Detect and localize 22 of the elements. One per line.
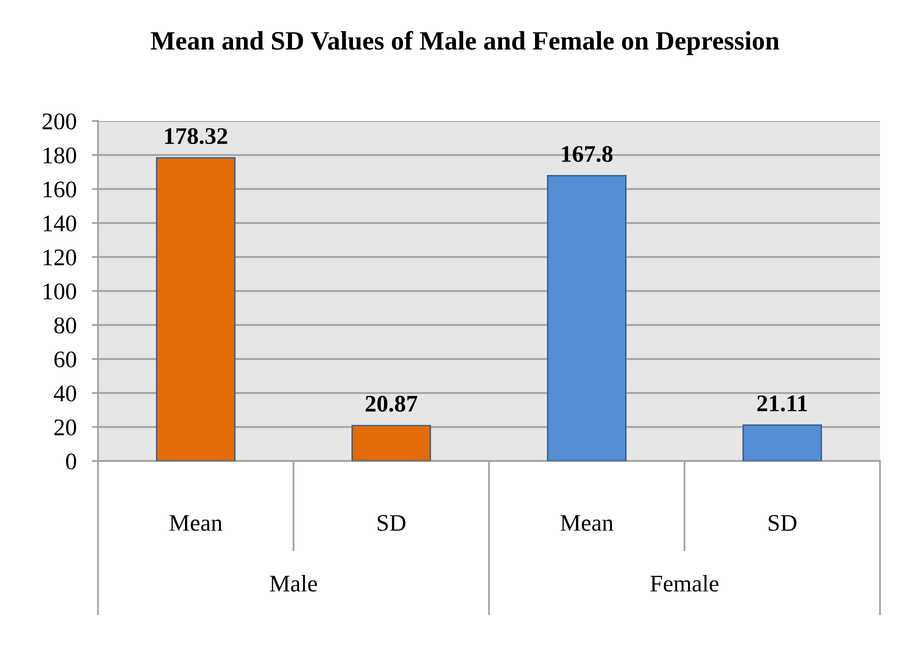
data-label: 21.11 (757, 395, 807, 412)
data-label: 178.32 (165, 128, 228, 144)
y-tick-label: 160 (44, 181, 76, 198)
data-label: 20.87 (366, 396, 418, 412)
x-tick-label: Male (270, 575, 317, 592)
y-tick-label: 200 (42, 113, 76, 130)
text: SD (378, 515, 406, 531)
y-tick-label: 40 (54, 385, 76, 402)
y-tick-label: 140 (44, 215, 76, 232)
x-tick-label: Female (650, 575, 718, 592)
y-tick-label: 100 (44, 283, 76, 300)
y-tick-label: 80 (54, 317, 76, 334)
data-label: 167.8 (562, 146, 613, 162)
text: Mean (560, 515, 614, 531)
y-tick-label: 120 (44, 249, 76, 266)
text: Mean (170, 515, 222, 531)
y-tick-label: 60 (54, 351, 76, 368)
y-tick-label: 180 (44, 147, 76, 164)
y-tick-label: 0 (66, 453, 76, 470)
y-tick-label: 20 (54, 419, 76, 436)
text: SD (768, 515, 796, 531)
chart-title: Mean and SD Values of Male and Female on Depression (150, 30, 780, 56)
